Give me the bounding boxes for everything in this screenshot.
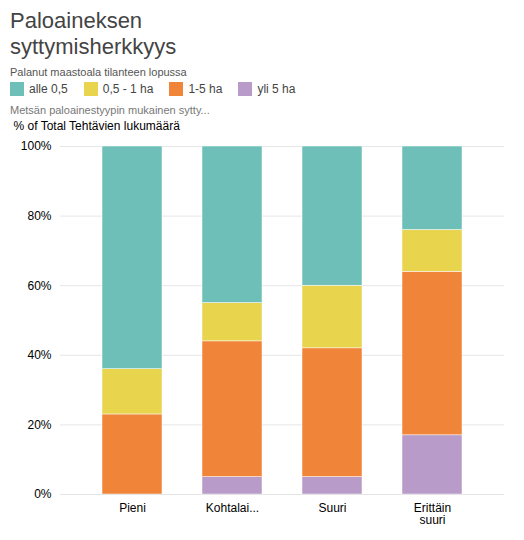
svg-text:80%: 80% xyxy=(27,209,51,223)
svg-text:Pieni: Pieni xyxy=(119,501,146,515)
html-text:alle 0,5: alle 0,5 xyxy=(29,82,68,96)
svg-text:Kohtalai...: Kohtalai... xyxy=(206,501,259,515)
svg-text:Suuri: Suuri xyxy=(318,501,346,515)
html-text:Metsän paloainestyypin mukaine: Metsän paloainestyypin mukainen sytty... xyxy=(10,104,210,116)
svg-text:Erittäinsuuri: Erittäinsuuri xyxy=(414,501,451,527)
svg-text:100%: 100% xyxy=(21,139,52,153)
svg-text:40%: 40% xyxy=(27,348,51,362)
html-text:1-5 ha: 1-5 ha xyxy=(188,82,223,96)
svg-text:60%: 60% xyxy=(27,279,51,293)
svg-text:20%: 20% xyxy=(27,418,51,432)
svg-text:% of Total Tehtävien lukumäärä: % of Total Tehtävien lukumäärä xyxy=(14,119,181,133)
html-text:0,5 - 1 ha: 0,5 - 1 ha xyxy=(102,82,154,96)
svg-text:0%: 0% xyxy=(34,487,52,501)
html-text:Paloaineksen syttymisherkkyys: Paloaineksen syttymisherkkyys xyxy=(10,8,177,59)
html-text:yli 5 ha: yli 5 ha xyxy=(257,82,296,96)
html-text:Palanut maastoala tilanteen lo: Palanut maastoala tilanteen lopussa xyxy=(10,66,187,78)
